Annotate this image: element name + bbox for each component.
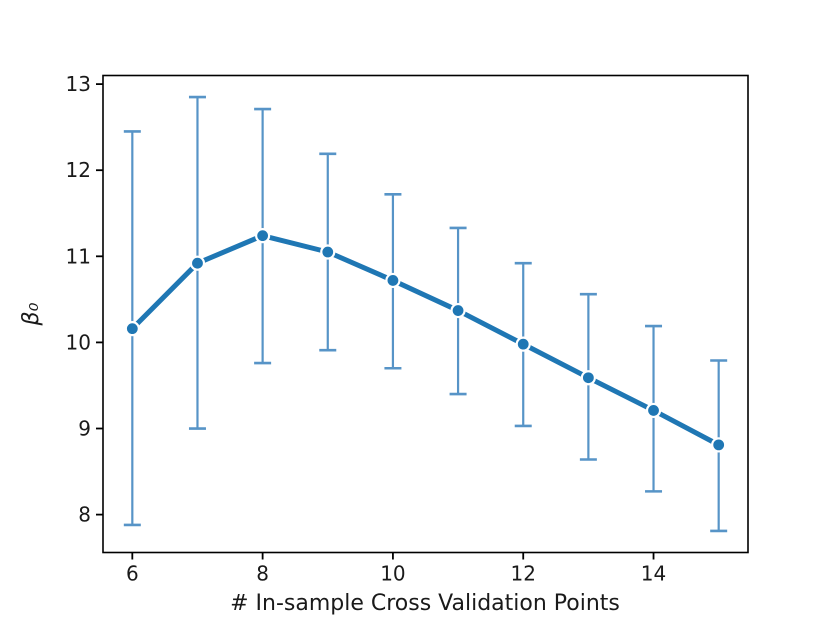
data-point-marker <box>124 321 140 337</box>
x-tick-label: 12 <box>511 562 536 586</box>
data-line-layer <box>129 233 722 448</box>
data-point-marker <box>515 336 531 352</box>
data-point-marker <box>450 302 466 319</box>
x-tick-label: 8 <box>256 562 269 586</box>
y-tick-label: 10 <box>66 330 91 354</box>
data-point-marker <box>580 370 596 386</box>
data-point-marker <box>189 255 206 271</box>
data-point-marker <box>320 244 336 260</box>
x-tick-label: 14 <box>641 562 666 586</box>
y-tick-label: 8 <box>78 503 91 527</box>
y-axis-label: β₀ <box>19 302 44 326</box>
x-axis-label: # In-sample Cross Validation Points <box>230 591 620 616</box>
axes-layer: 6 8 10 12 14 8 9 10 11 12 13 <box>66 72 749 586</box>
data-point-marker <box>645 402 662 419</box>
data-point-marker <box>385 272 401 289</box>
x-tick-label: 6 <box>126 562 139 586</box>
data-line <box>129 233 722 448</box>
x-tick-label: 10 <box>380 562 405 586</box>
y-tick-label: 9 <box>78 417 91 441</box>
plot-border <box>102 74 749 554</box>
y-tick-label: 12 <box>66 158 91 182</box>
data-point-marker <box>711 437 727 453</box>
data-markers-layer <box>124 228 727 453</box>
y-tick-label: 11 <box>66 244 91 268</box>
data-point-marker <box>255 228 271 244</box>
error-bars-layer <box>123 95 728 533</box>
y-tick-label: 13 <box>66 72 91 96</box>
